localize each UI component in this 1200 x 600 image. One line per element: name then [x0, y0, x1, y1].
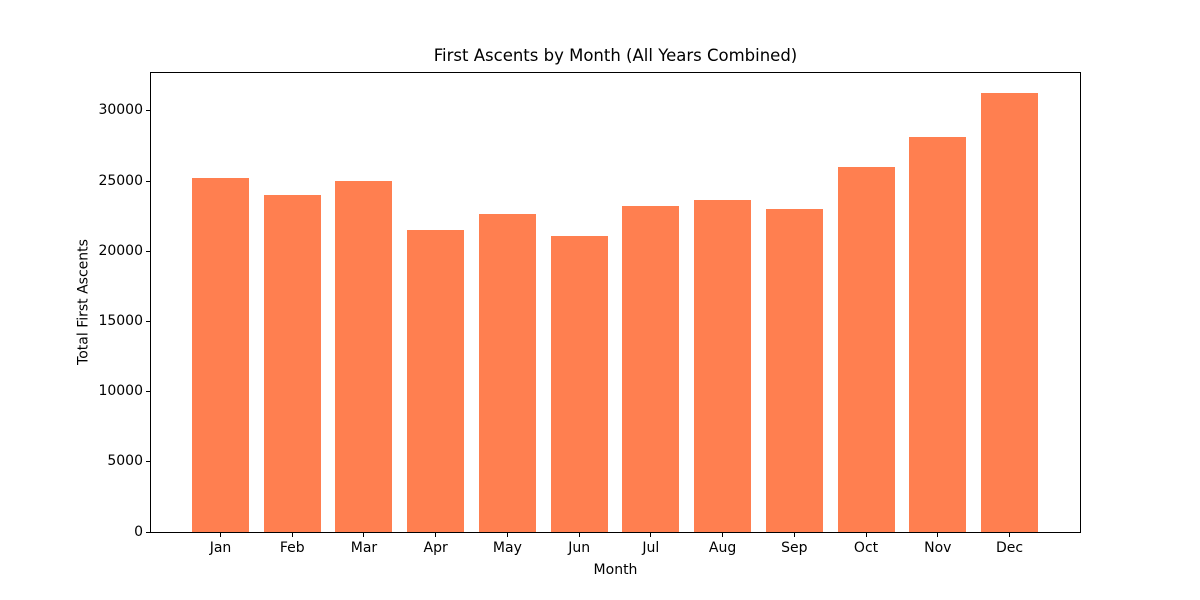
- x-tick-mark: [507, 533, 508, 537]
- bar-apr: [407, 230, 464, 532]
- y-tick-label: 5000: [63, 453, 143, 470]
- x-tick-label: Oct: [830, 540, 902, 557]
- x-axis-label: Month: [150, 562, 1081, 579]
- x-tick-mark: [363, 533, 364, 537]
- bar-jan: [192, 178, 249, 532]
- x-tick-label: May: [471, 540, 543, 557]
- x-tick-label: Aug: [687, 540, 759, 557]
- x-tick-mark: [292, 533, 293, 537]
- x-tick-mark: [650, 533, 651, 537]
- x-tick-label: Jun: [543, 540, 615, 557]
- bar-aug: [694, 200, 751, 532]
- plot-area: [150, 72, 1081, 533]
- y-tick-label: 30000: [63, 102, 143, 119]
- bar-jul: [622, 206, 679, 532]
- y-tick-mark: [146, 461, 150, 462]
- bar-oct: [838, 167, 895, 532]
- bar-sep: [766, 209, 823, 532]
- y-tick-label: 15000: [63, 313, 143, 330]
- x-tick-mark: [1009, 533, 1010, 537]
- bar-may: [479, 214, 536, 532]
- x-tick-label: Apr: [400, 540, 472, 557]
- y-tick-label: 0: [63, 524, 143, 541]
- x-tick-label: Nov: [902, 540, 974, 557]
- x-tick-label: Dec: [973, 540, 1045, 557]
- x-tick-label: Mar: [328, 540, 400, 557]
- x-tick-label: Feb: [256, 540, 328, 557]
- y-tick-mark: [146, 110, 150, 111]
- x-tick-mark: [435, 533, 436, 537]
- bar-feb: [264, 195, 321, 532]
- y-tick-mark: [146, 181, 150, 182]
- bar-dec: [981, 93, 1038, 532]
- y-tick-label: 10000: [63, 383, 143, 400]
- y-tick-label: 25000: [63, 173, 143, 190]
- y-tick-label: 20000: [63, 243, 143, 260]
- x-tick-mark: [794, 533, 795, 537]
- bar-nov: [909, 137, 966, 532]
- x-tick-mark: [866, 533, 867, 537]
- x-tick-mark: [937, 533, 938, 537]
- bar-jun: [551, 236, 608, 532]
- bar-mar: [335, 181, 392, 532]
- x-tick-mark: [722, 533, 723, 537]
- x-tick-label: Jan: [185, 540, 257, 557]
- y-tick-mark: [146, 321, 150, 322]
- y-tick-mark: [146, 391, 150, 392]
- y-tick-mark: [146, 251, 150, 252]
- chart-title: First Ascents by Month (All Years Combin…: [150, 46, 1081, 66]
- x-tick-mark: [220, 533, 221, 537]
- y-tick-mark: [146, 532, 150, 533]
- x-tick-label: Sep: [758, 540, 830, 557]
- bar-chart-figure: First Ascents by Month (All Years Combin…: [0, 0, 1200, 600]
- x-tick-label: Jul: [615, 540, 687, 557]
- x-tick-mark: [579, 533, 580, 537]
